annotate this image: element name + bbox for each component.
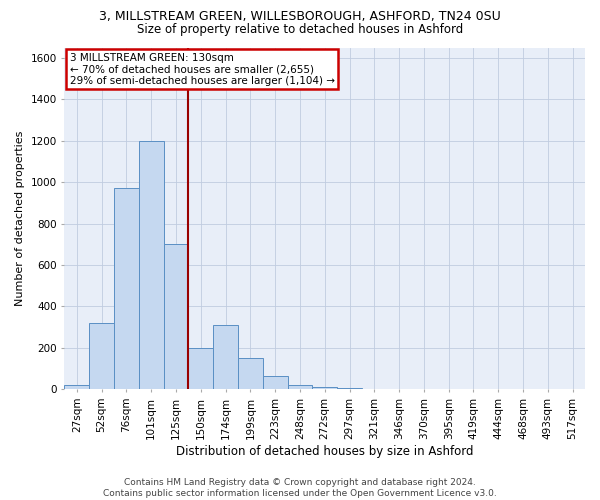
Bar [287, 385, 313, 389]
Bar [238, 358, 263, 389]
Bar [64, 385, 89, 389]
Bar [263, 376, 287, 389]
Bar [436, 388, 461, 389]
Bar [313, 387, 337, 389]
Text: 3 MILLSTREAM GREEN: 130sqm
← 70% of detached houses are smaller (2,655)
29% of s: 3 MILLSTREAM GREEN: 130sqm ← 70% of deta… [70, 52, 335, 86]
Bar [139, 140, 164, 389]
Bar [114, 188, 139, 389]
Bar [188, 348, 213, 389]
Text: Contains HM Land Registry data © Crown copyright and database right 2024.
Contai: Contains HM Land Registry data © Crown c… [103, 478, 497, 498]
Bar [337, 388, 362, 389]
X-axis label: Distribution of detached houses by size in Ashford: Distribution of detached houses by size … [176, 444, 473, 458]
Text: 3, MILLSTREAM GREEN, WILLESBOROUGH, ASHFORD, TN24 0SU: 3, MILLSTREAM GREEN, WILLESBOROUGH, ASHF… [99, 10, 501, 23]
Bar [213, 325, 238, 389]
Bar [164, 244, 188, 389]
Text: Size of property relative to detached houses in Ashford: Size of property relative to detached ho… [137, 22, 463, 36]
Bar [89, 323, 114, 389]
Y-axis label: Number of detached properties: Number of detached properties [15, 130, 25, 306]
Bar [560, 388, 585, 389]
